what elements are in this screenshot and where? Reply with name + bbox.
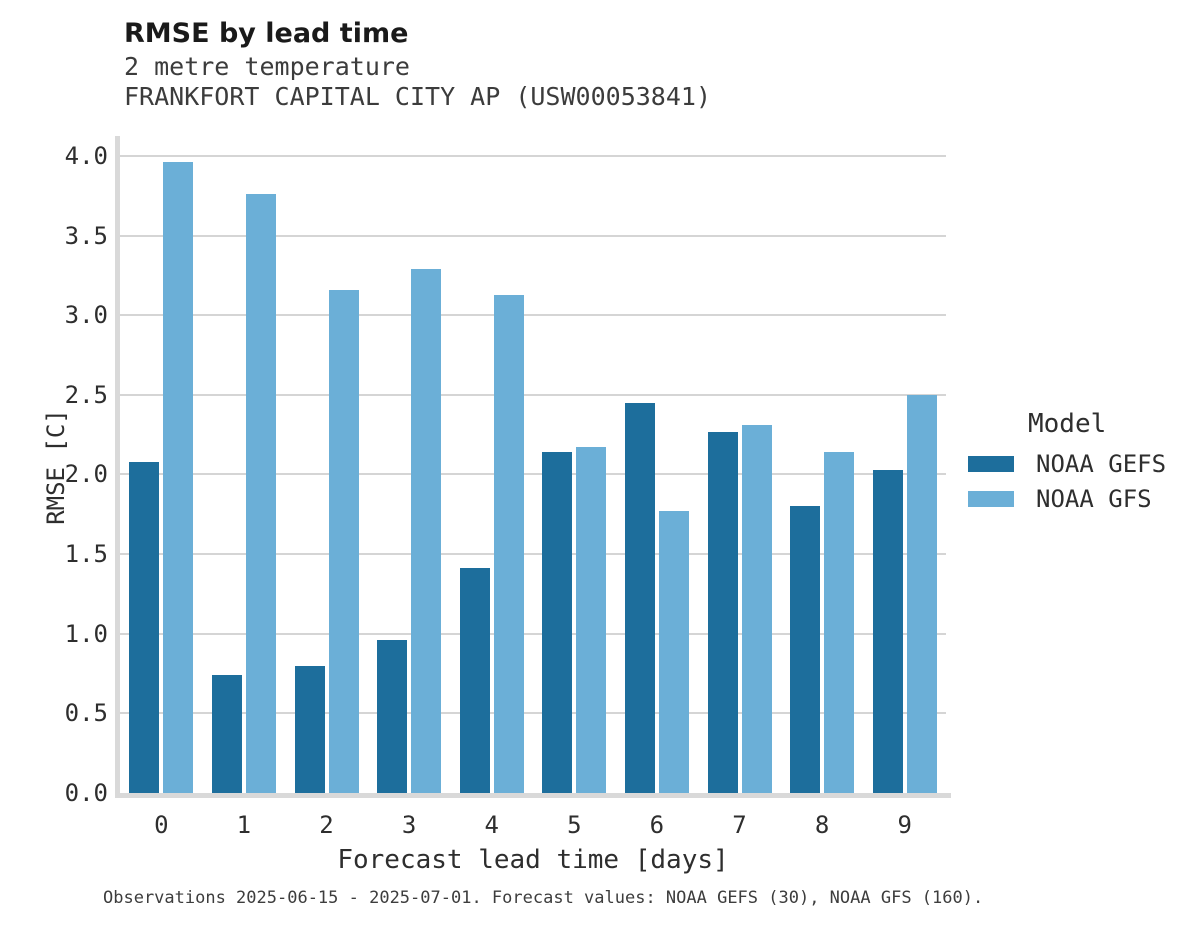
gridline-2.5 bbox=[120, 393, 946, 396]
bar-noaa-gfs-lead-9 bbox=[906, 394, 937, 793]
x-tick-label-8: 8 bbox=[814, 811, 830, 839]
x-tick-label-6: 6 bbox=[649, 811, 665, 839]
x-tick-label-7: 7 bbox=[732, 811, 747, 839]
bar-noaa-gfs-lead-7 bbox=[741, 425, 772, 793]
legend-label-noaa-gefs: NOAA GEFS bbox=[1036, 449, 1167, 478]
legend-rows: NOAA GEFS NOAA GFS bbox=[962, 446, 1166, 516]
bar-group-lead-5 bbox=[542, 447, 607, 793]
legend-title: Model bbox=[1028, 409, 1107, 439]
gridline-4.0 bbox=[120, 154, 946, 157]
bar-group-lead-9 bbox=[872, 394, 937, 793]
x-tick-label-1: 1 bbox=[236, 811, 252, 839]
bar-group-lead-8 bbox=[790, 452, 855, 793]
gridline-0.5 bbox=[120, 712, 946, 715]
y-tick-label-2.5: 2.5 bbox=[64, 380, 108, 409]
x-axis-label: Forecast lead time [days] bbox=[337, 845, 729, 875]
y-tick-label-3.5: 3.5 bbox=[64, 221, 108, 250]
bar-noaa-gefs-lead-1 bbox=[211, 675, 242, 793]
bar-group-lead-1 bbox=[211, 194, 276, 793]
subtitle-variable: 2 metre temperature bbox=[124, 52, 410, 81]
bar-noaa-gefs-lead-7 bbox=[707, 431, 738, 793]
bar-noaa-gefs-lead-9 bbox=[872, 469, 903, 793]
legend-swatch-noaa-gefs bbox=[968, 455, 1014, 472]
bar-noaa-gefs-lead-5 bbox=[542, 452, 573, 793]
bar-noaa-gfs-lead-1 bbox=[245, 194, 276, 793]
bar-noaa-gfs-lead-2 bbox=[328, 289, 359, 793]
bar-noaa-gefs-lead-4 bbox=[459, 568, 490, 793]
gridline-3.0 bbox=[120, 314, 946, 317]
bar-noaa-gefs-lead-2 bbox=[294, 665, 325, 793]
y-tick-label-4.0: 4.0 bbox=[64, 141, 108, 170]
plot-area bbox=[115, 136, 951, 798]
chart-subtitle: 2 metre temperature FRANKFORT CAPITAL CI… bbox=[124, 52, 711, 111]
y-tick-label-1.0: 1.0 bbox=[64, 619, 108, 648]
bar-group-lead-2 bbox=[294, 289, 359, 793]
bar-noaa-gfs-lead-0 bbox=[163, 162, 194, 793]
bar-noaa-gfs-lead-8 bbox=[824, 452, 855, 793]
y-tick-label-3.0: 3.0 bbox=[64, 301, 108, 330]
bar-noaa-gefs-lead-6 bbox=[624, 402, 655, 793]
legend-item-noaa-gefs: NOAA GEFS bbox=[962, 446, 1166, 481]
legend-swatch-noaa-gfs bbox=[968, 490, 1014, 507]
bar-group-lead-0 bbox=[129, 162, 194, 793]
y-tick-label-0.0: 0.0 bbox=[64, 779, 108, 807]
x-tick-label-2: 2 bbox=[319, 811, 334, 839]
gridline-2.0 bbox=[120, 473, 946, 476]
bar-noaa-gefs-lead-8 bbox=[790, 506, 821, 793]
bar-noaa-gfs-lead-5 bbox=[576, 447, 607, 793]
x-tick-label-4: 4 bbox=[484, 811, 499, 839]
bar-noaa-gefs-lead-3 bbox=[377, 640, 408, 793]
chart-title: RMSE by lead time bbox=[124, 18, 409, 49]
legend: Model NOAA GEFS NOAA GFS bbox=[962, 408, 1166, 516]
x-tick-label-5: 5 bbox=[567, 811, 582, 839]
x-tick-label-9: 9 bbox=[897, 811, 912, 839]
y-tick-label-0.5: 0.5 bbox=[64, 699, 108, 728]
bar-group-lead-3 bbox=[377, 269, 442, 793]
y-tick-label-1.5: 1.5 bbox=[64, 540, 108, 569]
bar-group-lead-7 bbox=[707, 425, 772, 793]
bar-noaa-gfs-lead-3 bbox=[411, 269, 442, 793]
gridline-1.5 bbox=[120, 553, 946, 556]
legend-label-noaa-gfs: NOAA GFS bbox=[1036, 484, 1152, 513]
y-tick-label-2.0: 2.0 bbox=[64, 460, 108, 489]
subtitle-station: FRANKFORT CAPITAL CITY AP (USW00053841) bbox=[124, 81, 711, 111]
bar-noaa-gefs-lead-0 bbox=[129, 461, 160, 793]
bar-noaa-gfs-lead-6 bbox=[658, 511, 689, 793]
bar-group-lead-6 bbox=[624, 402, 689, 793]
legend-item-noaa-gfs: NOAA GFS bbox=[962, 481, 1166, 516]
x-tick-label-0: 0 bbox=[154, 811, 169, 839]
caption: Observations 2025-06-15 - 2025-07-01. Fo… bbox=[103, 888, 984, 908]
gridline-1.0 bbox=[120, 632, 946, 635]
bar-group-lead-4 bbox=[459, 294, 524, 793]
gridline-3.5 bbox=[120, 234, 946, 237]
plot-inner bbox=[120, 136, 946, 793]
bar-noaa-gfs-lead-4 bbox=[493, 294, 524, 793]
x-tick-label-3: 3 bbox=[401, 811, 417, 839]
